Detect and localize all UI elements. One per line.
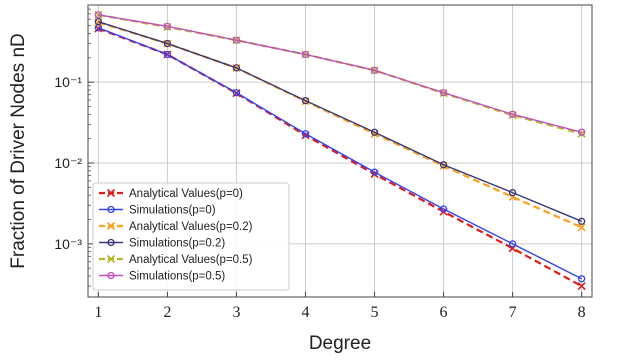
series-4 — [94, 10, 586, 138]
series-line — [98, 27, 582, 280]
x-tick-label: 5 — [371, 304, 379, 321]
data-point-circle-marker — [301, 97, 310, 105]
data-point-x-marker — [577, 282, 586, 291]
data-point-circle-marker — [94, 11, 103, 19]
data-point-circle-marker — [301, 50, 310, 59]
data-point-circle-marker — [577, 275, 586, 283]
y-axis-ticks: 10⁻¹ 10⁻² 10⁻³ — [54, 4, 94, 287]
data-point-circle-marker — [163, 50, 172, 59]
plot-frame — [87, 4, 593, 298]
y-tick-label: 10⁻³ — [54, 236, 82, 252]
x-axis-ticks: 1 2 3 4 5 6 7 8 — [94, 292, 586, 321]
data-point-circle-marker — [301, 130, 310, 138]
legend-label: Analytical Values(p=0.5) — [129, 254, 253, 266]
data-point-circle-marker — [439, 205, 448, 213]
data-point-circle-marker — [232, 36, 241, 44]
x-axis-label: Degree — [309, 333, 371, 354]
data-point-circle-marker — [508, 110, 517, 118]
data-point-circle-marker — [107, 205, 115, 214]
legend-entry: Simulations(p=0.2) — [99, 238, 225, 250]
data-point-circle-marker — [577, 128, 586, 136]
data-point-circle-marker — [232, 89, 241, 97]
y-tick-label: 10⁻² — [54, 155, 82, 171]
legend-entry: Analytical Values(p=0) — [99, 188, 243, 200]
data-point-circle-marker — [508, 240, 517, 248]
data-point-circle-marker — [370, 168, 379, 176]
data-point-x-marker — [106, 254, 116, 264]
data-point-x-marker — [106, 221, 116, 231]
legend: Analytical Values(p=0) Simulations(p=0) An… — [92, 182, 290, 291]
data-point-circle-marker — [163, 39, 172, 48]
legend-entry: Analytical Values(p=0.5) — [99, 254, 253, 266]
series-line — [98, 20, 582, 222]
data-point-circle-marker — [508, 188, 517, 197]
data-point-circle-marker — [94, 18, 103, 26]
data-point-circle-marker — [163, 22, 172, 30]
y-axis-label: Fraction of Driver Nodes nD — [8, 33, 29, 268]
data-point-circle-marker — [370, 128, 379, 136]
series-1 — [94, 24, 586, 283]
legend-label: Simulations(p=0) — [129, 205, 216, 217]
x-tick-label: 8 — [578, 304, 586, 321]
series-3 — [94, 18, 586, 225]
legend-entry: Analytical Values(p=0.2) — [99, 221, 253, 233]
series-line — [97, 27, 583, 288]
data-point-circle-marker — [107, 238, 115, 247]
x-tick-label: 3 — [232, 304, 240, 321]
data-point-circle-marker — [107, 271, 115, 280]
data-point-circle-marker — [577, 217, 586, 225]
x-tick-label: 1 — [94, 304, 102, 321]
data-point-circle-marker — [439, 161, 448, 169]
x-tick-label: 2 — [163, 304, 171, 321]
legend-label: Simulations(p=0.2) — [129, 238, 225, 250]
series-5 — [94, 11, 586, 136]
series-layer — [94, 10, 586, 291]
legend-label: Analytical Values(p=0) — [129, 188, 243, 200]
data-point-circle-marker — [439, 89, 448, 97]
data-point-x-marker — [577, 223, 586, 232]
data-point-x-marker — [106, 188, 116, 198]
data-point-circle-marker — [232, 64, 241, 72]
x-tick-label: 6 — [440, 304, 448, 321]
data-point-circle-marker — [370, 66, 379, 74]
x-tick-label: 7 — [509, 304, 517, 321]
legend-label: Simulations(p=0.5) — [129, 271, 225, 283]
x-tick-label: 4 — [301, 304, 309, 321]
legend-box — [92, 182, 290, 291]
legend-label: Analytical Values(p=0.2) — [129, 221, 253, 233]
y-tick-label: 10⁻¹ — [54, 74, 82, 90]
series-line — [98, 14, 582, 133]
legend-entry: Simulations(p=0) — [99, 205, 216, 217]
legend-entry: Simulations(p=0.5) — [99, 271, 225, 283]
